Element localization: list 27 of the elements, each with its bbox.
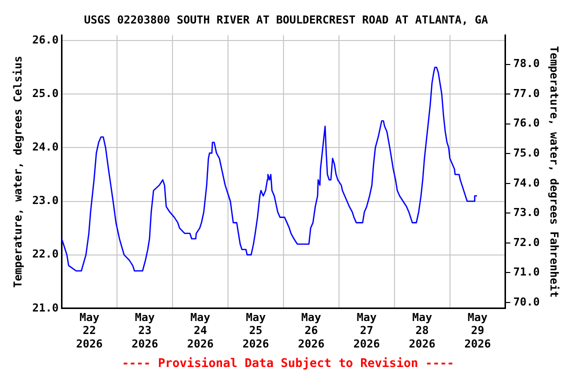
- y2-tick-label: 76.0: [513, 116, 540, 130]
- y2-tick-label: 77.0: [513, 86, 540, 100]
- x-tick-label: May 24 2026: [187, 310, 214, 350]
- y-tick-label: 23.0: [32, 194, 59, 208]
- y2-axis-title: Temperature, water, degrees Fahrenheit: [548, 46, 561, 298]
- y2-tick-label: 70.0: [513, 295, 540, 308]
- chart-title: USGS 02203800 SOUTH RIVER AT BOULDERCREST ROAD AT ATLANTA, GA: [84, 13, 488, 26]
- x-tick-label: May 25 2026: [242, 310, 270, 350]
- y-tick-label: 21.0: [32, 301, 59, 314]
- x-tick-label: May 23 2026: [132, 310, 158, 350]
- y2-tick-label: 78.0: [513, 57, 540, 70]
- y-tick-label: 26.0: [32, 33, 59, 46]
- y-tick-label: 22.0: [32, 248, 59, 261]
- x-tick-label: May 29 2026: [464, 310, 492, 350]
- y2-tick-label: 75.0: [513, 146, 540, 160]
- y2-tick-label: 71.0: [513, 266, 540, 279]
- y2-tick-label: 74.0: [513, 176, 540, 190]
- y-tick-label: 25.0: [32, 86, 59, 100]
- x-tick-label: May 27 2026: [353, 310, 380, 350]
- y2-tick-label: 72.0: [513, 236, 540, 249]
- x-tick-label: May 26 2026: [298, 310, 325, 350]
- text: ---- Provisional Data Subject to Revision ----: [120, 356, 456, 370]
- y-axis-title: Temperature, water, degrees Celsius: [11, 56, 24, 288]
- x-tick-label: May 22 2026: [76, 310, 104, 350]
- y2-tick-label: 73.0: [513, 206, 540, 220]
- x-tick-label: May 28 2026: [408, 310, 436, 350]
- y-tick-label: 24.0: [32, 140, 59, 154]
